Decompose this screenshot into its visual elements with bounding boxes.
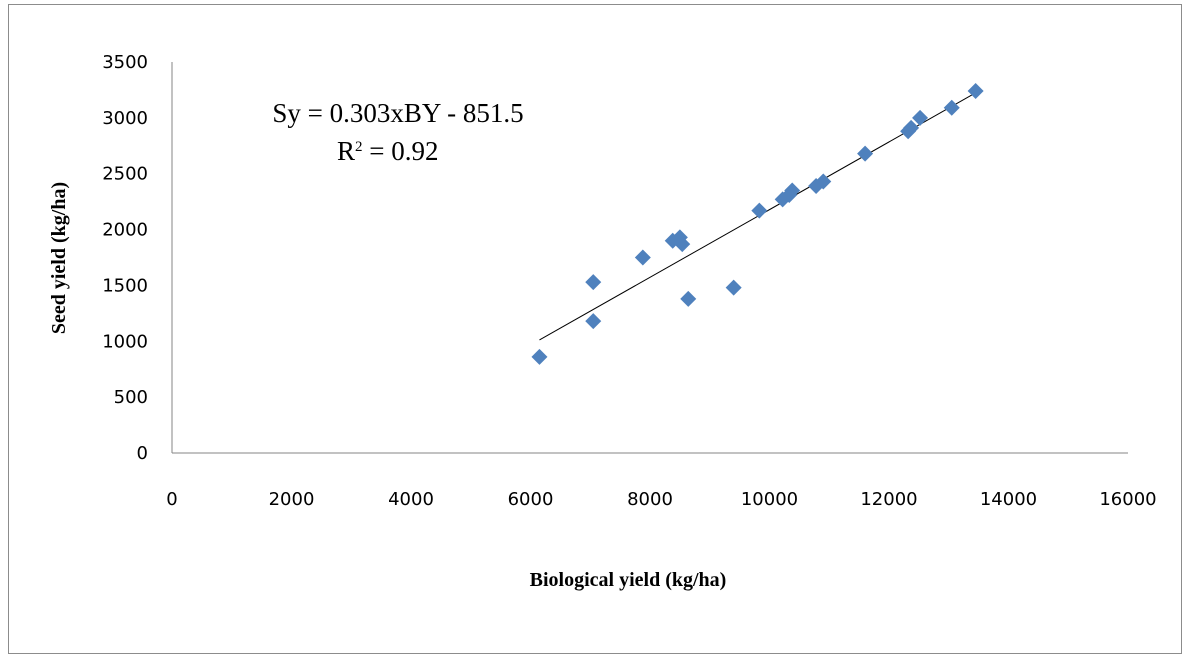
data-point-marker xyxy=(751,202,768,219)
axes xyxy=(171,62,1128,454)
data-point-marker xyxy=(585,313,602,330)
x-tick-label: 2000 xyxy=(269,489,315,510)
x-tick-label: 12000 xyxy=(860,489,917,510)
chart-frame xyxy=(8,4,1182,654)
data-point-marker xyxy=(531,348,548,365)
data-point-marker xyxy=(912,109,929,126)
x-tick-label: 8000 xyxy=(627,489,673,510)
x-tick-label: 4000 xyxy=(388,489,434,510)
data-point-marker xyxy=(967,83,984,100)
data-point-marker xyxy=(585,274,602,291)
y-tick-label: 0 xyxy=(137,443,148,464)
data-point-marker xyxy=(680,290,697,307)
y-axis-title: Seed yield (kg/ha) xyxy=(48,182,70,334)
y-tick-label: 2000 xyxy=(102,220,148,241)
x-tick-label: 14000 xyxy=(980,489,1037,510)
y-tick-label: 3500 xyxy=(102,52,148,73)
data-point-marker xyxy=(857,145,874,162)
data-points xyxy=(531,83,984,365)
y-tick-label: 3000 xyxy=(102,108,148,129)
data-point-marker xyxy=(725,279,742,296)
y-tick-label: 500 xyxy=(114,387,148,408)
data-point-marker xyxy=(784,182,801,199)
x-tick-label: 16000 xyxy=(1099,489,1156,510)
x-axis-title: Biological yield (kg/ha) xyxy=(530,569,727,591)
x-tick-label: 10000 xyxy=(741,489,798,510)
y-tick-label: 1500 xyxy=(102,275,148,296)
x-tick-labels: 0 2000 4000 6000 8000 10000 12000 14000 16000 xyxy=(166,489,1156,510)
x-tick-label: 6000 xyxy=(508,489,554,510)
r-squared-label: R2 = 0.92 xyxy=(337,136,439,166)
y-tick-labels: 0 500 1000 1500 2000 2500 3000 3500 xyxy=(102,52,148,464)
r-squared-symbol: R xyxy=(337,136,355,166)
y-tick-label: 1000 xyxy=(102,331,148,352)
data-point-marker xyxy=(815,173,832,190)
regression-equation: Sy = 0.303xBY - 851.5 xyxy=(272,98,523,128)
data-point-marker xyxy=(634,249,651,266)
r-squared-superscript: 2 xyxy=(355,139,363,155)
x-tick-label: 0 xyxy=(166,489,177,510)
data-point-marker xyxy=(943,99,960,116)
y-tick-label: 2500 xyxy=(102,164,148,185)
r-squared-value: = 0.92 xyxy=(363,136,439,166)
data-point-marker xyxy=(903,119,920,136)
data-point-marker xyxy=(674,236,691,253)
